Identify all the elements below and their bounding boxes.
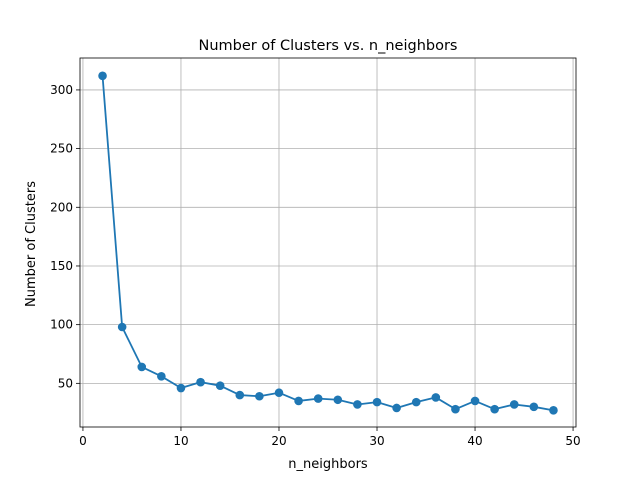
y-tick-label: 100 <box>50 318 73 332</box>
data-point <box>392 403 401 413</box>
data-point <box>235 390 245 400</box>
data-point <box>98 71 107 81</box>
data-point <box>372 397 382 407</box>
data-point <box>529 402 539 412</box>
x-tick-label: 50 <box>565 434 580 448</box>
y-axis-label: Number of Clusters <box>24 181 39 307</box>
y-tick-label: 200 <box>50 200 73 214</box>
data-point <box>411 397 421 407</box>
data-point <box>137 362 147 372</box>
data-point <box>451 404 460 414</box>
data-point <box>509 400 519 409</box>
y-tick-label: 250 <box>50 142 73 156</box>
data-point <box>431 393 441 402</box>
data-point <box>470 396 480 406</box>
x-tick-label: 30 <box>369 434 384 448</box>
data-point <box>215 381 225 390</box>
x-tick-label: 40 <box>467 434 482 448</box>
data-point <box>490 404 499 414</box>
y-tick-label: 50 <box>58 376 73 390</box>
y-tick-label: 150 <box>50 259 73 273</box>
data-point <box>157 371 166 381</box>
data-point <box>294 396 303 406</box>
data-point <box>255 391 264 401</box>
x-axis-label: n_neighbors <box>288 457 368 472</box>
plot-frame <box>79 57 577 428</box>
data-point <box>117 322 127 332</box>
data-point <box>313 394 323 403</box>
data-point <box>353 400 362 409</box>
data-point <box>274 388 284 398</box>
data-point <box>333 395 343 405</box>
data-point <box>549 406 558 415</box>
x-tick-label: 10 <box>173 434 188 448</box>
x-tick-label: 20 <box>271 434 286 448</box>
x-tick-label: 0 <box>79 434 87 448</box>
grid <box>80 58 576 427</box>
chart-title: Number of Clusters vs. n_neighbors <box>199 38 458 54</box>
data-point <box>176 383 186 393</box>
series-layer <box>98 71 558 415</box>
data-point <box>196 377 205 387</box>
axis-ticks: 0 10 20 30 40 50 50 100 150 200 250 300 <box>50 83 581 448</box>
y-tick-label: 300 <box>50 83 73 97</box>
